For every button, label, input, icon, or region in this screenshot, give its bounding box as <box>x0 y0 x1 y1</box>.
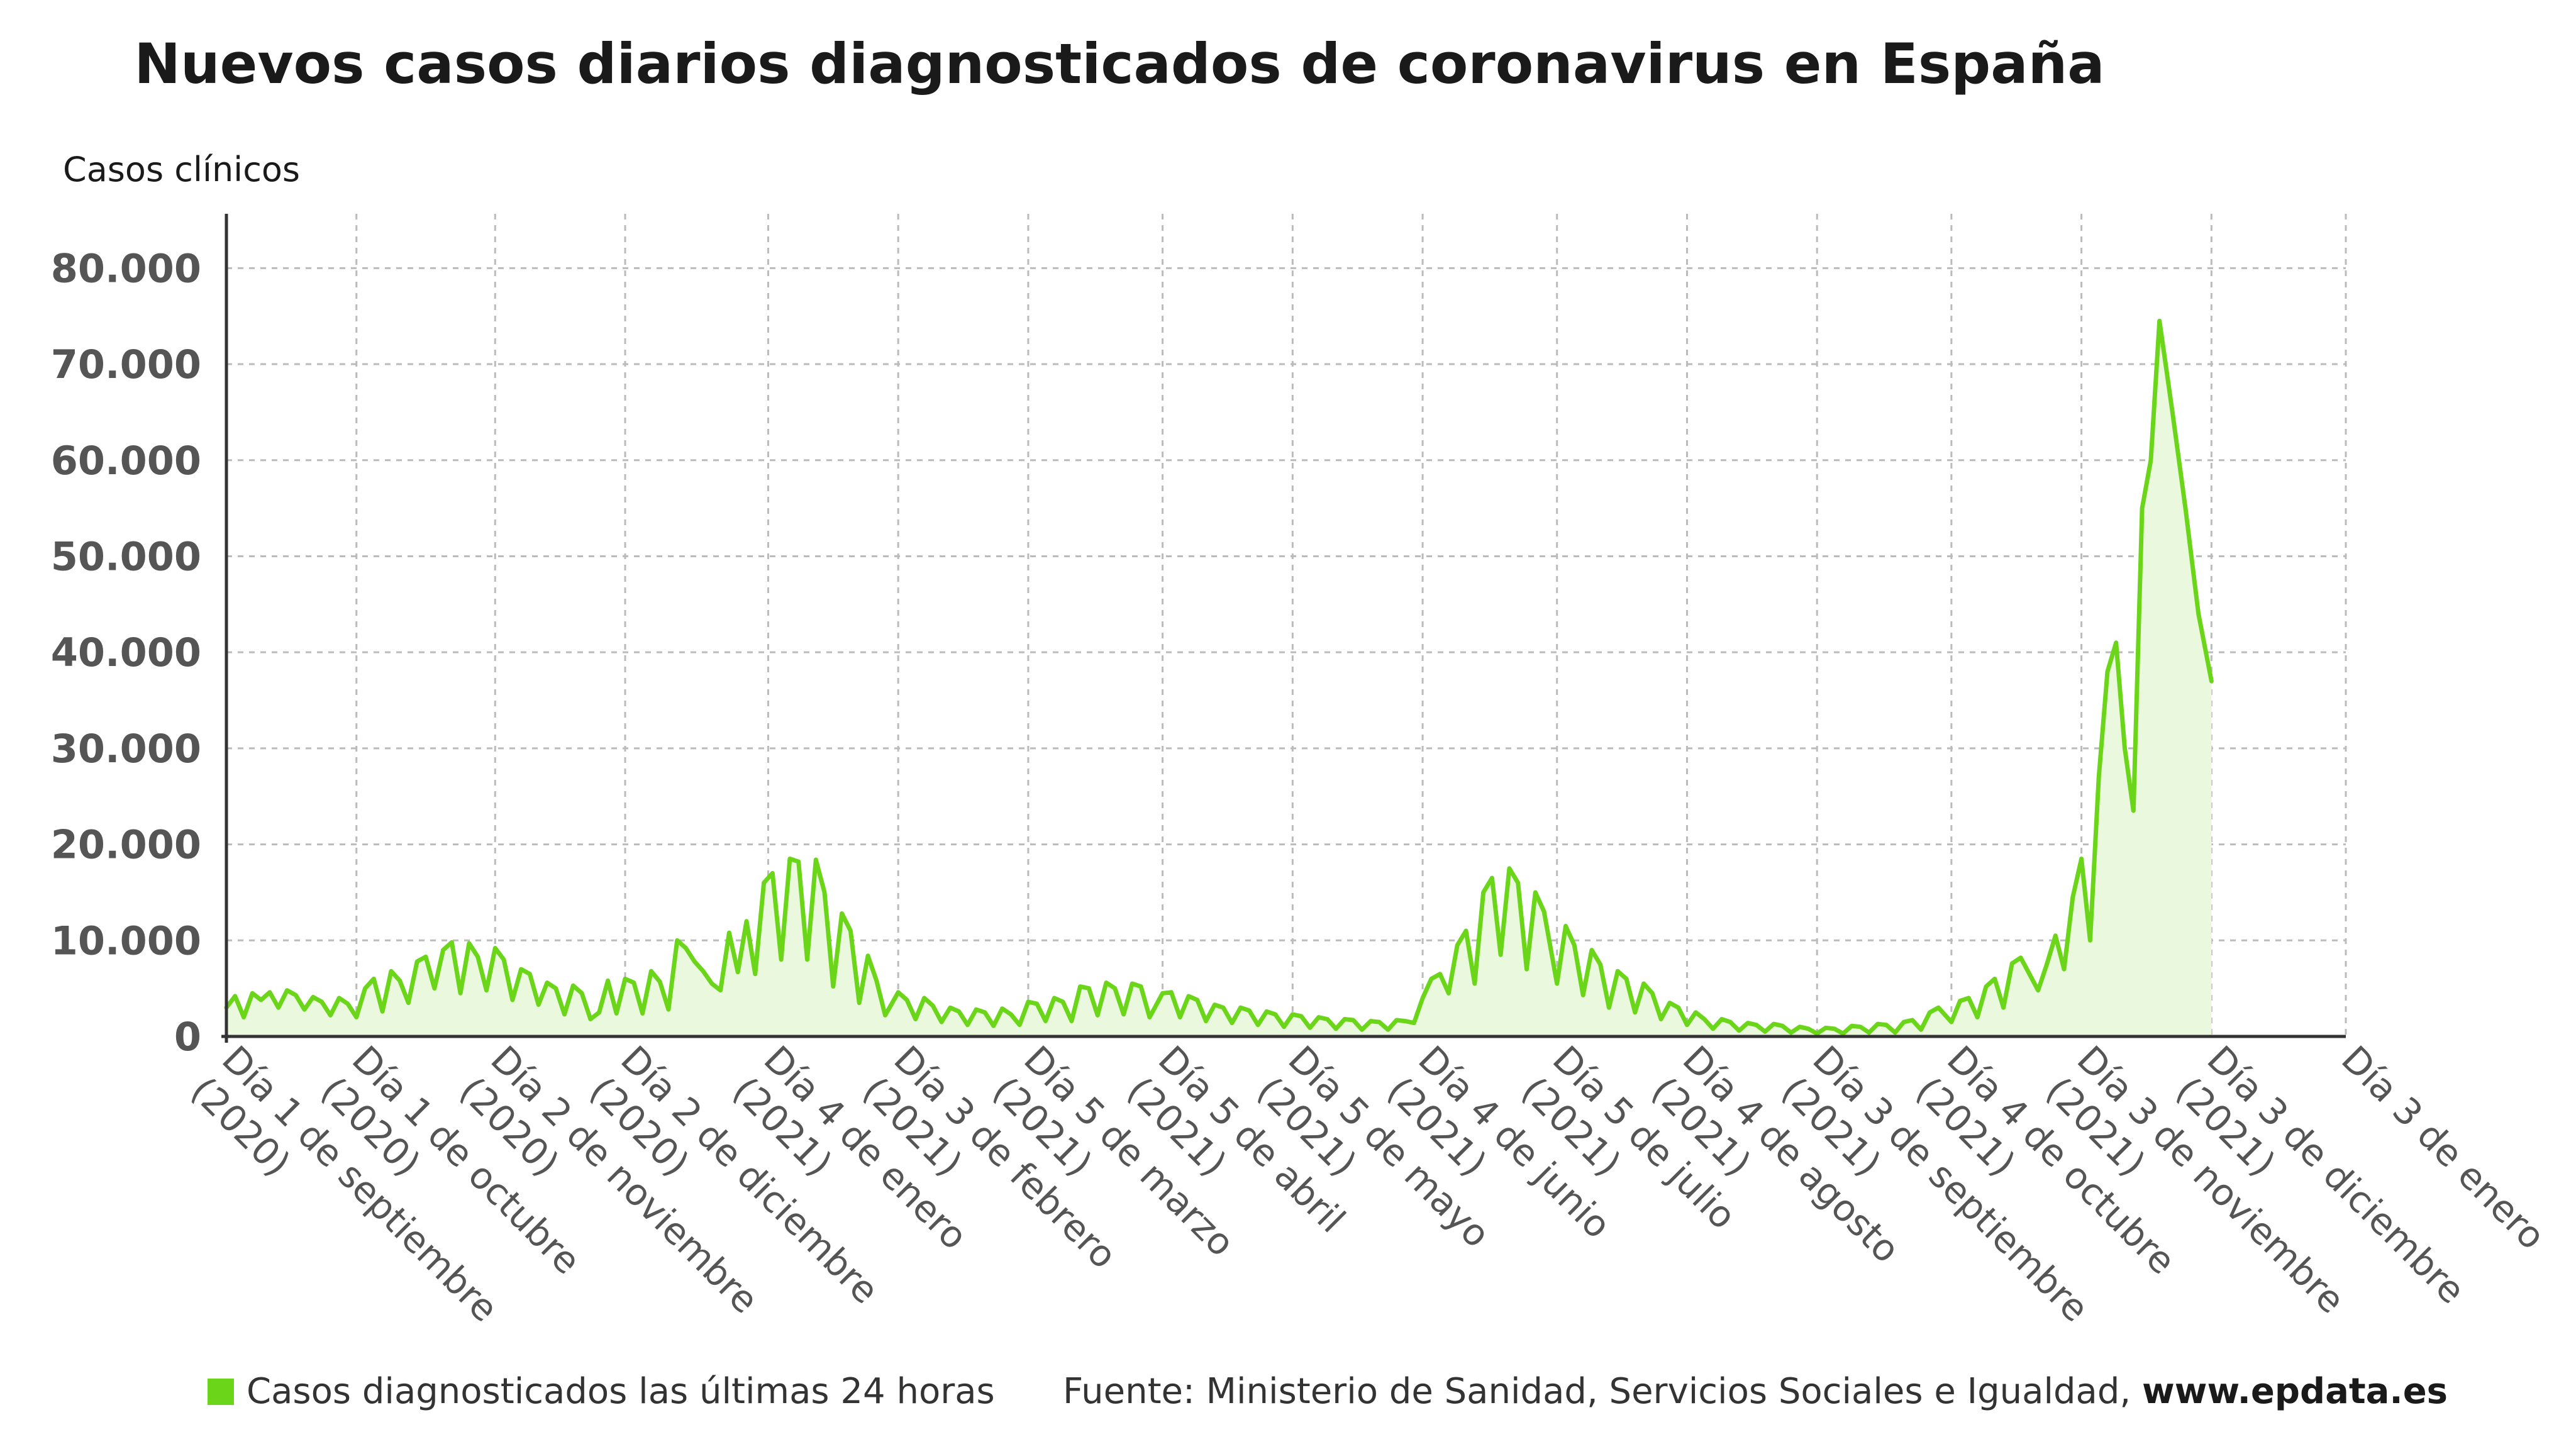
y-tick-label: 40.000 <box>51 630 201 675</box>
source-text: Fuente: Ministerio de Sanidad, Servicios… <box>1063 1371 2131 1412</box>
y-tick-label: 80.000 <box>51 245 201 291</box>
source-note: Fuente: Ministerio de Sanidad, Servicios… <box>1063 1371 2448 1412</box>
y-tick-label: 0 <box>174 1014 201 1060</box>
legend-swatch <box>208 1378 234 1405</box>
legend: Casos diagnosticados las últimas 24 hora… <box>208 1371 995 1412</box>
chart-title: Nuevos casos diarios diagnosticados de c… <box>134 31 2105 96</box>
legend-label: Casos diagnosticados las últimas 24 hora… <box>247 1371 995 1412</box>
y-tick-label: 70.000 <box>51 341 201 387</box>
y-tick-label: 10.000 <box>51 918 201 963</box>
series-area <box>226 321 2212 1036</box>
series-line <box>224 318 2214 1036</box>
y-tick-label: 50.000 <box>51 533 201 579</box>
y-tick-label: 30.000 <box>51 726 201 772</box>
source-site: www.epdata.es <box>2142 1371 2448 1412</box>
y-tick-label: 20.000 <box>51 822 201 868</box>
y-tick-label: 60.000 <box>51 438 201 484</box>
y-axis-label: Casos clínicos <box>63 150 301 189</box>
